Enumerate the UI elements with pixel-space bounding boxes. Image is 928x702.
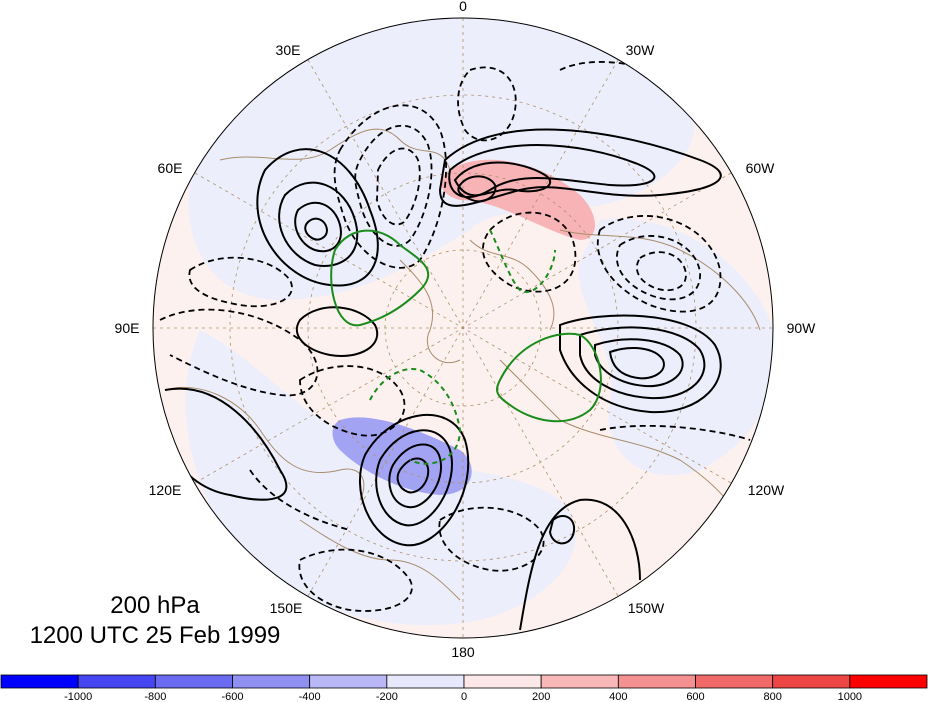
graticule — [153, 18, 773, 638]
colorbar-box — [0, 674, 79, 689]
colorbar-box — [463, 674, 542, 689]
shading-layer — [185, 18, 773, 626]
lon-label-60w: 60W — [746, 160, 776, 176]
colorbar-label: -1000 — [64, 691, 92, 702]
colorbar-label: 1000 — [838, 691, 862, 702]
light-negative-region — [188, 18, 695, 300]
colorbar-label: -600 — [221, 691, 243, 702]
colorbar-box — [849, 674, 928, 689]
lon-label-120w: 120W — [748, 482, 785, 498]
lon-label-180: 180 — [451, 644, 475, 660]
colorbar-box — [617, 674, 696, 689]
lon-label-90e: 90E — [115, 320, 140, 336]
polar-map: 0 30W 60W 90W 120W 150W 180 150E 120E 90… — [115, 0, 817, 660]
colorbar-box — [154, 674, 233, 689]
colorbar-box — [772, 674, 851, 689]
colorbar-label: -800 — [144, 691, 166, 702]
lon-label-150e: 150E — [270, 600, 303, 616]
lon-label-30e: 30E — [276, 42, 301, 58]
colorbar-labels: -1000 -800 -600 -400 -200 0 200 400 600 800 1000 — [64, 691, 862, 702]
negative-contours — [159, 61, 751, 612]
valid-time-label: 1200 UTC 25 Feb 1999 — [29, 622, 281, 649]
colorbar-label: 200 — [532, 691, 550, 702]
colorbar: -1000 -800 -600 -400 -200 0 200 400 600 800 1000 — [0, 674, 928, 702]
green-contours — [330, 229, 602, 465]
colorbar-label: 600 — [686, 691, 704, 702]
colorbar-box — [309, 674, 388, 689]
negative-shading — [332, 417, 472, 495]
colorbar-label: 400 — [609, 691, 627, 702]
lon-label-120e: 120E — [149, 482, 182, 498]
colorbar-box — [232, 674, 311, 689]
longitude-labels: 0 30W 60W 90W 120W 150W 180 150E 120E 90… — [115, 0, 817, 660]
lon-label-150w: 150W — [628, 600, 665, 616]
colorbar-box — [695, 674, 774, 689]
map-boundary — [152, 17, 774, 639]
lon-label-90w: 90W — [787, 320, 817, 336]
colorbar-box — [540, 674, 619, 689]
colorbar-label: 800 — [763, 691, 781, 702]
colorbar-box — [77, 674, 156, 689]
lon-label-0: 0 — [459, 0, 467, 14]
pressure-level-label: 200 hPa — [110, 592, 200, 619]
colorbar-label: 0 — [461, 691, 467, 702]
positive-contours — [164, 128, 722, 631]
colorbar-boxes — [0, 674, 928, 689]
lon-label-30w: 30W — [626, 42, 656, 58]
colorbar-label: -200 — [376, 691, 398, 702]
light-negative-region — [578, 218, 773, 476]
colorbar-label: -400 — [299, 691, 321, 702]
colorbar-box — [386, 674, 465, 689]
lon-label-60e: 60E — [158, 160, 183, 176]
coastlines — [164, 128, 761, 601]
